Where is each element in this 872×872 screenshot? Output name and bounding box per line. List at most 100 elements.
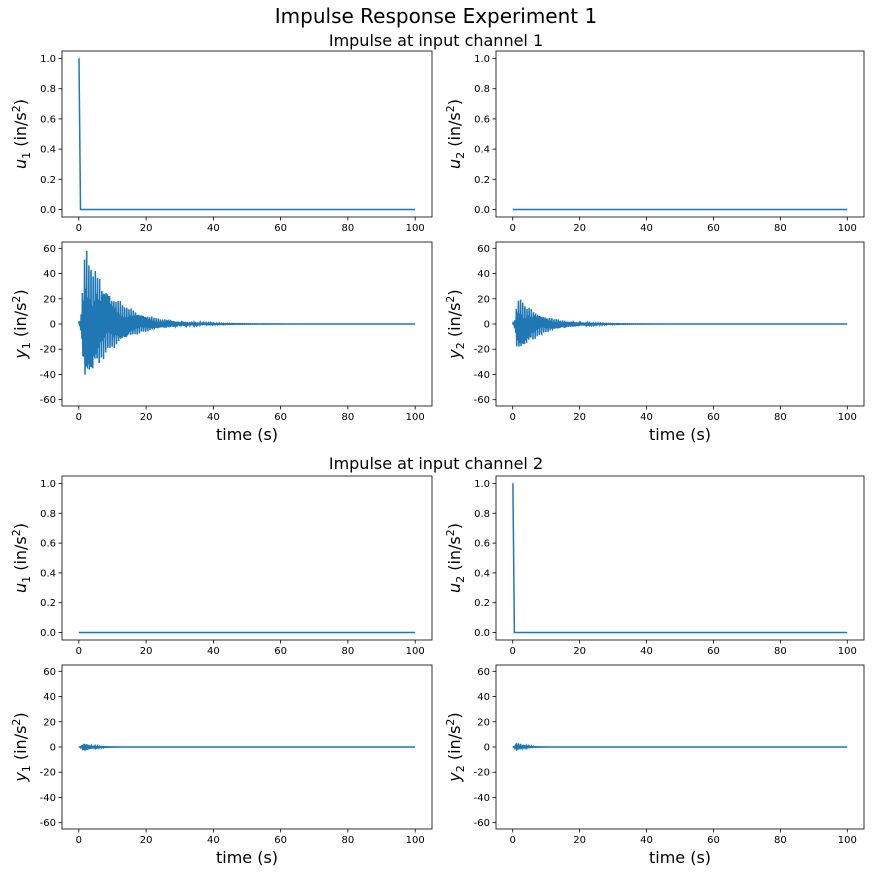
x-tick-label: 60 [274,223,287,234]
x-tick-label: 100 [838,835,857,846]
y-tick-label: 0 [484,320,490,331]
x-tick-label: 40 [640,412,653,423]
y-tick-label: 20 [477,294,490,305]
y-tick-label: 0.4 [474,568,490,579]
section-2-u1-plot: 0 20 40 60 80 100 0.0 0.2 0.4 0.6 0.8 1.0 u1 (in/s2) [10,475,433,657]
y-tick-label: 20 [43,294,56,305]
y-tick-label: 0.6 [40,539,56,550]
y-tick-label: 20 [43,717,56,728]
x-tick-label: 0 [510,835,516,846]
y-tick-label: 1.0 [474,479,490,490]
y-tick-label: 1.0 [40,479,56,490]
y-tick-label: 40 [477,269,490,280]
y-tick-label: 0.0 [474,628,490,639]
section-1-title: Impulse at input channel 1 [329,31,543,50]
x-tick-label: 0 [76,646,82,657]
y-tick-label: 0.0 [474,205,490,216]
y-tick-label: 0.4 [40,145,56,156]
y-tick-label: 0.8 [474,509,490,520]
y-tick-label: 0 [50,320,56,331]
y-tick-label: -60 [474,818,490,829]
x-tick-label: 60 [274,412,287,423]
x-tick-label: 20 [140,412,153,423]
x-tick-label: 80 [342,412,355,423]
y-tick-label: 0.8 [474,84,490,95]
x-tick-label: 100 [838,646,857,657]
x-tick-label: 80 [774,223,787,234]
x-tick-label: 20 [573,223,586,234]
y-axis-label: y1 (in/s2) [10,712,33,782]
section-1-y1-plot: 0 20 40 60 80 100 -60 -40 -20 0 20 40 60 y1 (in/s2) ti… [10,241,433,444]
x-tick-label: 60 [707,412,720,423]
y-tick-label: 60 [43,244,56,255]
x-tick-label: 40 [207,835,220,846]
data-line [78,57,416,211]
x-tick-label: 40 [640,223,653,234]
x-tick-label: 60 [274,835,287,846]
data-line [512,482,848,634]
panels: 0 20 40 60 80 100 0.0 0.2 0.4 0.6 0.8 1.0 u1 (in/s2)… [10,50,865,867]
x-axis-label: time (s) [649,848,711,867]
x-tick-label: 20 [573,412,586,423]
y-tick-label: -40 [474,793,490,804]
x-tick-label: 20 [573,646,586,657]
x-tick-label: 100 [406,646,425,657]
section-2-y1-plot: 0 20 40 60 80 100 -60 -40 -20 0 20 40 60 y1 (in/s2) ti… [10,664,433,867]
x-tick-label: 0 [510,412,516,423]
y-tick-label: 0.4 [474,145,490,156]
y-tick-label: 0.6 [474,114,490,125]
x-tick-label: 20 [140,835,153,846]
x-tick-label: 100 [406,412,425,423]
y-tick-label: 60 [43,667,56,678]
x-axis-label: time (s) [216,848,278,867]
y-tick-label: 1.0 [40,54,56,65]
y-axis-label: u2 (in/s2) [444,99,467,169]
data-line [512,743,848,752]
x-tick-label: 100 [406,835,425,846]
y-axis-label: y2 (in/s2) [444,712,467,782]
x-tick-label: 100 [838,412,857,423]
y-tick-label: -40 [40,370,56,381]
x-tick-label: 60 [707,223,720,234]
y-tick-label: 0.8 [40,84,56,95]
y-tick-label: 0.2 [474,175,490,186]
x-tick-label: 0 [76,835,82,846]
y-tick-label: -40 [40,793,56,804]
plot-frame [61,50,433,218]
x-tick-label: 0 [76,223,82,234]
x-tick-label: 40 [640,835,653,846]
y-tick-label: 0.6 [474,539,490,550]
x-axis-label: time (s) [649,425,711,444]
y-axis-label: y1 (in/s2) [10,289,33,359]
x-tick-label: 20 [140,646,153,657]
section-1-y2-plot: 0 20 40 60 80 100 -60 -40 -20 0 20 40 60 y2 (in/s2) ti… [444,241,865,444]
y-tick-label: 0 [50,743,56,754]
y-axis-label: u1 (in/s2) [10,523,33,593]
y-axis-label: u1 (in/s2) [10,99,33,169]
y-tick-label: 60 [477,244,490,255]
data-line [78,743,416,751]
figure-title: Impulse Response Experiment 1 [275,4,597,28]
y-tick-label: 20 [477,717,490,728]
x-tick-label: 60 [707,646,720,657]
x-tick-label: 100 [406,223,425,234]
x-axis-label: time (s) [216,425,278,444]
y-tick-label: -60 [474,395,490,406]
y-tick-label: -40 [474,370,490,381]
section-1-u2-plot: 0 20 40 60 80 100 0.0 0.2 0.4 0.6 0.8 1.0 u2 (in/s2) [444,50,865,234]
x-tick-label: 0 [76,412,82,423]
y-tick-label: 0.0 [40,628,56,639]
y-tick-label: 40 [43,692,56,703]
x-tick-label: 60 [707,835,720,846]
y-tick-label: 60 [477,667,490,678]
y-tick-label: 0.4 [40,568,56,579]
y-tick-label: 0.2 [40,175,56,186]
y-tick-label: 0.2 [40,598,56,609]
y-tick-label: 0.2 [474,598,490,609]
y-tick-label: 0.0 [40,205,56,216]
x-tick-label: 40 [640,646,653,657]
section-1-u1-plot: 0 20 40 60 80 100 0.0 0.2 0.4 0.6 0.8 1.0 u1 (in/s2) [10,50,433,234]
y-axis-label: u2 (in/s2) [444,523,467,593]
